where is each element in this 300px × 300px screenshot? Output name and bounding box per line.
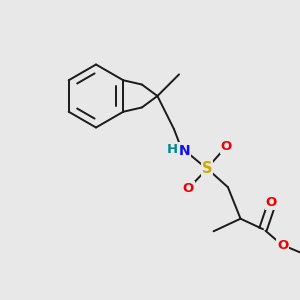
Text: O: O xyxy=(277,239,288,252)
Text: O: O xyxy=(183,182,194,196)
Text: O: O xyxy=(266,196,277,209)
Text: N: N xyxy=(178,144,190,158)
Text: S: S xyxy=(202,161,212,176)
Text: O: O xyxy=(221,140,232,153)
Text: H: H xyxy=(166,142,177,156)
